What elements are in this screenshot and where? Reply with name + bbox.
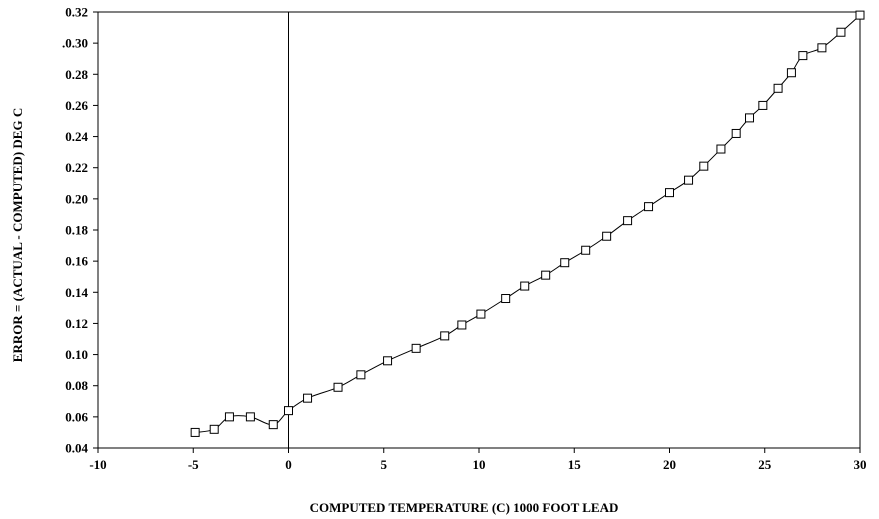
series-line (195, 14, 861, 433)
data-point-marker (303, 393, 313, 403)
data-point-marker (644, 202, 654, 212)
data-point-marker (541, 270, 551, 280)
x-tick-label: 20 (663, 457, 676, 472)
y-tick-label: .0.30 (62, 36, 88, 51)
data-point-marker (665, 188, 674, 198)
y-tick-label: 0.24 (65, 129, 88, 144)
data-point-marker (457, 320, 467, 330)
y-tick-label: 0.16 (65, 254, 88, 269)
y-axis-title: ERROR = (ACTUAL - COMPUTED) DEG C (10, 108, 25, 362)
data-point-marker (581, 245, 591, 255)
x-tick-label: 25 (758, 457, 772, 472)
data-point-marker (356, 370, 366, 380)
y-tick-label: 0.22 (65, 160, 88, 175)
y-axis: 0.04 0.06 0.08 0.10 0.12 0.14 0.16 0.18 0.20 0.22… (62, 5, 98, 456)
data-point-marker (245, 412, 255, 422)
data-point-marker (798, 51, 808, 61)
x-tick-label: 0 (285, 457, 292, 472)
y-tick-label: 0.32 (65, 5, 88, 20)
data-point-marker (209, 424, 219, 434)
y-tick-label: 0.08 (65, 378, 88, 393)
data-point-marker (817, 43, 827, 53)
data-point-marker (440, 331, 450, 341)
x-axis-title: COMPUTED TEMPERATURE (C) 1000 FOOT LEAD (310, 500, 619, 515)
data-point-marker (190, 427, 200, 437)
data-point-marker (623, 216, 633, 226)
data-point-marker (520, 281, 530, 291)
series-markers (190, 10, 865, 437)
data-point-marker (773, 83, 783, 93)
x-tick-label: 10 (473, 457, 486, 472)
data-point-marker (786, 68, 796, 78)
y-tick-label: 0.12 (65, 316, 88, 331)
y-tick-label: 0.20 (65, 191, 88, 206)
y-tick-label: 0.10 (65, 347, 88, 362)
data-point-marker (224, 412, 234, 422)
y-tick-label: 0.26 (65, 98, 88, 113)
data-point-marker (684, 175, 694, 185)
x-tick-label: -10 (89, 457, 106, 472)
data-point-marker (699, 161, 709, 171)
data-point-marker (383, 356, 393, 366)
x-tick-label: 5 (381, 457, 388, 472)
data-point-marker (758, 100, 768, 110)
data-point-marker (560, 258, 570, 268)
data-point-marker (745, 113, 755, 123)
data-point-marker (284, 406, 293, 416)
x-tick-label: 30 (854, 457, 867, 472)
data-point-marker (716, 144, 726, 154)
data-point-marker (501, 294, 511, 304)
x-tick-label: 15 (568, 457, 582, 472)
y-tick-label: 0.04 (65, 441, 88, 456)
data-point-marker (268, 420, 278, 430)
y-tick-label: 0.06 (65, 409, 88, 424)
data-point-marker (602, 231, 612, 241)
data-point-marker (411, 343, 421, 353)
x-axis: -10 -5 0 5 10 15 20 25 30 (89, 448, 867, 472)
plot-frame (97, 11, 861, 449)
data-point-marker (333, 382, 343, 392)
data-point-marker (731, 128, 741, 138)
data-point-marker (855, 10, 865, 20)
y-tick-label: 0.28 (65, 67, 88, 82)
y-tick-label: 0.18 (65, 223, 88, 238)
data-point-marker (476, 309, 486, 319)
y-tick-label: 0.14 (65, 285, 88, 300)
x-tick-label: -5 (188, 457, 199, 472)
data-point-marker (836, 27, 846, 37)
